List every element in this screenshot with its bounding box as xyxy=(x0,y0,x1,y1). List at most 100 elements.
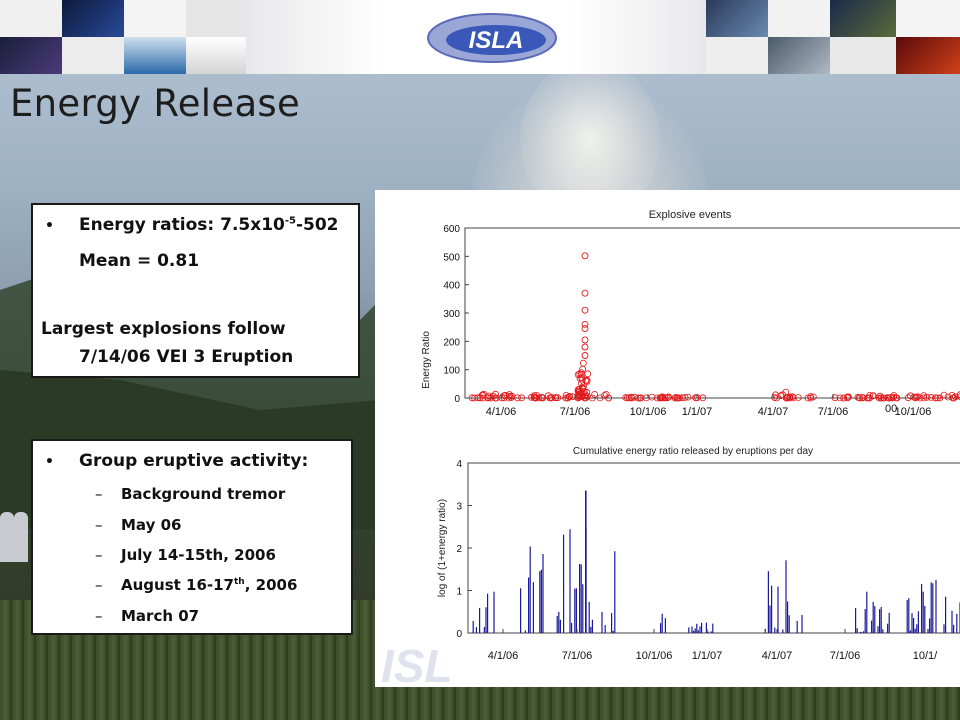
chart1-point xyxy=(581,336,589,344)
energy-ratios-suffix: -502 xyxy=(295,215,339,235)
chart1-point xyxy=(581,320,589,328)
chart1-point xyxy=(581,306,589,314)
chart2-bar xyxy=(861,632,863,633)
chart2-bar xyxy=(909,630,911,633)
bullet-dot: • xyxy=(45,218,54,234)
isla-watermark: ISL xyxy=(381,640,453,687)
chart2-bar xyxy=(688,627,690,633)
energy-ratios-exponent: -5 xyxy=(284,215,296,227)
chart2-bar xyxy=(707,631,709,633)
chart2-bar xyxy=(945,596,947,633)
chart2-bar xyxy=(569,529,571,633)
chart1-point xyxy=(658,393,666,401)
chart2-bar xyxy=(888,612,890,633)
activity-item: Background tremor xyxy=(121,485,286,503)
chart1-xtick-label: 1/1/07 xyxy=(682,406,713,418)
chart1-ytick-label: 500 xyxy=(443,252,460,263)
chart1-point xyxy=(579,359,587,367)
chart2-bar xyxy=(710,631,712,633)
chart2-ytick-label: 0 xyxy=(456,629,462,640)
chart1-point xyxy=(625,394,633,402)
chart2-bar xyxy=(782,629,784,633)
chart2-bar xyxy=(916,624,918,633)
chart2-bar xyxy=(556,615,558,633)
chart1-ylabel: Energy Ratio xyxy=(421,331,432,389)
chart2-bar xyxy=(951,610,953,633)
banner-tile xyxy=(896,0,960,37)
chart1-point xyxy=(866,391,874,399)
chart2-bar xyxy=(604,625,606,633)
banner-tile-storm xyxy=(768,37,830,74)
chart2-bar xyxy=(582,584,584,633)
dash-marker: – xyxy=(95,546,103,564)
chart2-bar xyxy=(693,630,695,633)
chart2-bar xyxy=(585,490,587,633)
chart2-xtick-label: 10/1/06 xyxy=(636,650,673,662)
chart2-bar xyxy=(921,583,923,633)
chart1-point xyxy=(583,393,591,400)
chart1-point xyxy=(491,394,499,402)
chart2-bar xyxy=(614,551,616,633)
chart2-bar xyxy=(580,564,582,633)
chart2-bar xyxy=(475,627,477,633)
eruptive-activity-box: • Group eruptive activity: – Background … xyxy=(31,439,353,635)
chart2-bar xyxy=(911,613,913,633)
chart2-bar xyxy=(913,618,915,633)
eruptive-activity-heading: Group eruptive activity: xyxy=(79,451,309,471)
chart2-bar xyxy=(908,598,910,633)
banner-tile-meteor xyxy=(0,37,62,74)
banner-tile-earth xyxy=(706,0,768,37)
chart2-xtick-label: 1/1/07 xyxy=(692,650,723,662)
banner-tile xyxy=(706,37,768,74)
banner-tile xyxy=(0,0,62,37)
activity-item: March 07 xyxy=(121,607,200,625)
chart1-yticks: 0 100 200 300 400 500 600 xyxy=(443,224,469,405)
dash-marker: – xyxy=(95,516,103,534)
chart2-bar xyxy=(532,582,534,633)
chart1-point xyxy=(605,394,612,402)
chart1-point xyxy=(855,394,863,402)
chart1-point xyxy=(789,394,797,402)
chart2-bar xyxy=(801,614,803,633)
chart2-bar xyxy=(591,619,593,633)
chart1-xticks: 4/1/06 7/1/06 10/1/06 1/1/07 4/1/07 7/1/06 10/… xyxy=(486,394,931,418)
chart1-point xyxy=(544,392,552,400)
chart1-point xyxy=(476,394,484,402)
chart1-point xyxy=(893,394,901,402)
activity-item: August 16-17th, 2006 xyxy=(121,576,297,594)
chart2-bar xyxy=(906,600,908,633)
chart2-bar xyxy=(664,618,666,633)
dash-marker: – xyxy=(95,576,103,594)
chart2-bar xyxy=(563,534,565,633)
chart2-xtick-label: 7/1/06 xyxy=(830,650,861,662)
chart2-bar xyxy=(539,571,541,633)
chart2-bar xyxy=(777,586,779,633)
chart2-bar xyxy=(661,613,663,633)
chart2-bar xyxy=(524,630,526,633)
chart2-xtick-label: 7/1/06 xyxy=(562,650,593,662)
header-banner: ISLA xyxy=(0,0,960,74)
chart1-xtick-label: 10/1/06 xyxy=(630,406,667,418)
chart1-point xyxy=(692,394,700,402)
chart2-bar xyxy=(588,601,590,633)
chart1-point xyxy=(583,388,591,396)
chart2-bar xyxy=(871,620,873,633)
chart2-bar xyxy=(917,611,919,633)
banner-tile-wave xyxy=(124,37,186,74)
chart1-point xyxy=(940,391,948,399)
chart1-point xyxy=(538,394,546,402)
chart2-ytick-label: 2 xyxy=(456,544,462,555)
chart2-bar xyxy=(528,577,530,633)
chart1-xtick-label: 7/1/06 xyxy=(818,406,849,418)
chart2-ylabel: log of (1+energy ratio) xyxy=(437,499,448,597)
chart2-bar xyxy=(859,631,861,633)
chart2-ytick-label: 1 xyxy=(456,587,462,598)
chart1-point xyxy=(952,393,959,401)
chart1-point xyxy=(579,365,587,373)
chart1-point xyxy=(671,394,679,402)
chart1-point xyxy=(875,394,883,402)
chart2-bar xyxy=(953,624,955,633)
chart2-bar xyxy=(771,585,773,633)
chart2-bar xyxy=(929,618,931,633)
chart2-yticks: 0 1 2 3 4 xyxy=(456,459,472,640)
